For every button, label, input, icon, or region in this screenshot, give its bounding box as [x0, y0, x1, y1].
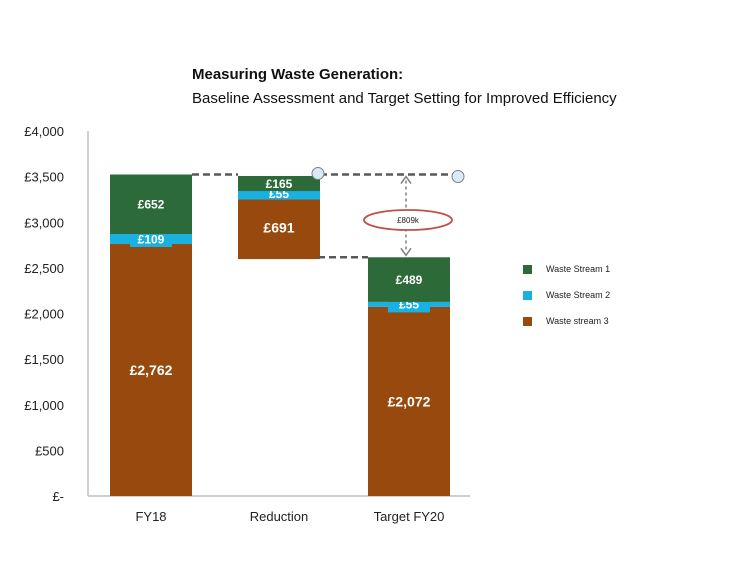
data-label: £691	[263, 220, 294, 236]
y-tick-label: £4,000	[24, 124, 64, 139]
chart-subtitle: Baseline Assessment and Target Setting f…	[192, 90, 617, 107]
data-label: £652	[138, 198, 165, 212]
bar-segment-waste-stream-1	[238, 175, 320, 192]
y-tick-label: £2,500	[24, 261, 64, 276]
legend-label: Waste Stream 1	[546, 264, 611, 274]
arrow-head-up	[400, 175, 412, 184]
legend-swatch	[523, 316, 532, 326]
bar-segment-waste-stream-3	[368, 306, 450, 496]
y-tick-label: £1,000	[24, 398, 64, 413]
data-label: £489	[396, 273, 423, 287]
bar-segment-waste-stream-3	[238, 196, 320, 260]
x-tick-label: FY18	[135, 509, 166, 524]
chart-legend: Waste Stream 1 Waste Stream 2 Waste stre…	[523, 256, 610, 334]
y-tick-label: £500	[35, 443, 64, 458]
legend-label: Waste Stream 2	[546, 290, 611, 300]
y-tick-label: £1,500	[24, 352, 64, 367]
legend-swatch	[523, 290, 532, 300]
legend-item-waste-stream-1: Waste Stream 1	[523, 256, 610, 282]
x-tick-label: Reduction	[250, 509, 309, 524]
data-label: £109	[138, 232, 165, 246]
annotation-ellipse	[363, 209, 453, 231]
legend-item-waste-stream-3: Waste stream 3	[523, 308, 610, 334]
legend-label: Waste stream 3	[546, 316, 609, 326]
arrow-head-down	[400, 247, 412, 257]
data-label: £2,072	[388, 394, 431, 410]
y-tick-label: £3,500	[24, 170, 64, 185]
y-tick-label: £2,000	[24, 307, 64, 322]
legend-swatch	[523, 264, 532, 274]
chart-title: Measuring Waste Generation:	[192, 66, 404, 83]
bar-segment-waste-stream-1	[110, 174, 192, 235]
annotation-label: £809k	[397, 216, 420, 225]
data-label: £2,762	[130, 362, 173, 378]
x-tick-label: Target FY20	[374, 509, 445, 524]
legend-item-waste-stream-2: Waste Stream 2	[523, 282, 610, 308]
y-tick-label: £3,000	[24, 215, 64, 230]
data-label-box	[130, 230, 172, 247]
connector-endpoint-marker	[311, 167, 325, 181]
connector-endpoint-marker	[451, 170, 465, 184]
y-tick-label: £-	[52, 489, 64, 504]
data-label: £165	[266, 177, 293, 191]
bar-segment-waste-stream-3	[110, 243, 192, 496]
bar-segment-waste-stream-1	[368, 257, 450, 302]
